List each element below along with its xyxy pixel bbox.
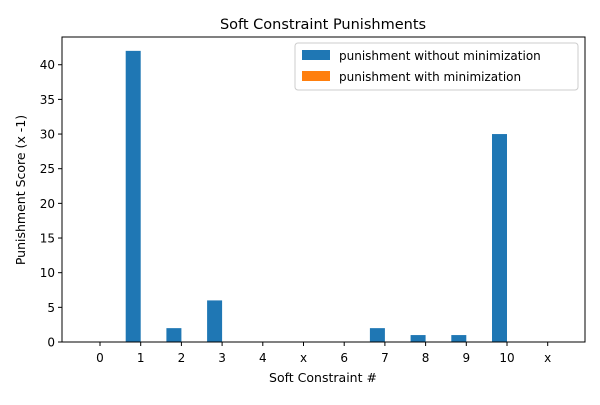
bar-series-0-category-7 [369,328,385,342]
x-tick-label: 2 [178,351,186,365]
y-tick-label: 30 [40,128,55,142]
bar-series-0-category-9 [451,335,467,342]
legend-label-with-minimization: punishment with minimization [339,70,521,84]
x-axis-label: Soft Constraint # [269,370,377,385]
legend-frame [294,42,579,91]
x-tick-label: 7 [381,351,389,365]
y-tick-label: 0 [47,336,55,350]
y-tick-label: 10 [40,266,55,280]
x-tick-label: 10 [499,351,514,365]
legend-swatch-with-minimization [302,71,330,81]
bars-layer [125,50,507,343]
y-tick-label: 40 [40,58,55,72]
y-tick-label: 20 [40,197,55,211]
x-tick-label: 8 [422,351,430,365]
y-tick-label: 15 [40,232,55,246]
bar-series-0-category-2 [166,328,182,342]
legend-swatch-without-minimization [302,50,330,60]
chart-title: Soft Constraint Punishments [220,17,426,33]
bar-series-0-category-8 [410,335,426,342]
x-tick-label: x [544,351,551,365]
y-axis-label: Punishment Score (x -1) [13,115,28,265]
bar-series-0-category-10 [492,134,507,342]
x-tick-label: 0 [96,351,104,365]
x-tick-label: 4 [259,351,267,365]
x-tick-label: 3 [218,351,226,365]
y-tick-label: 25 [40,162,55,176]
bar-series-0-category-3 [207,300,223,342]
x-tick-label: 9 [462,351,470,365]
x-axis-ticks: 0 1 2 3 4 x 6 7 8 9 10 x [96,342,551,365]
y-tick-label: 5 [47,301,55,315]
legend: punishment without minimization punishme… [294,42,579,91]
bar-series-0-category-1 [125,50,141,343]
x-tick-label: x [300,351,307,365]
x-tick-label: 1 [137,351,145,365]
legend-label-without-minimization: punishment without minimization [339,49,541,63]
y-axis-ticks: 0 5 10 15 20 25 30 35 40 [40,58,62,350]
x-tick-label: 6 [340,351,348,365]
y-tick-label: 35 [40,93,55,107]
plot-frame [61,36,586,343]
